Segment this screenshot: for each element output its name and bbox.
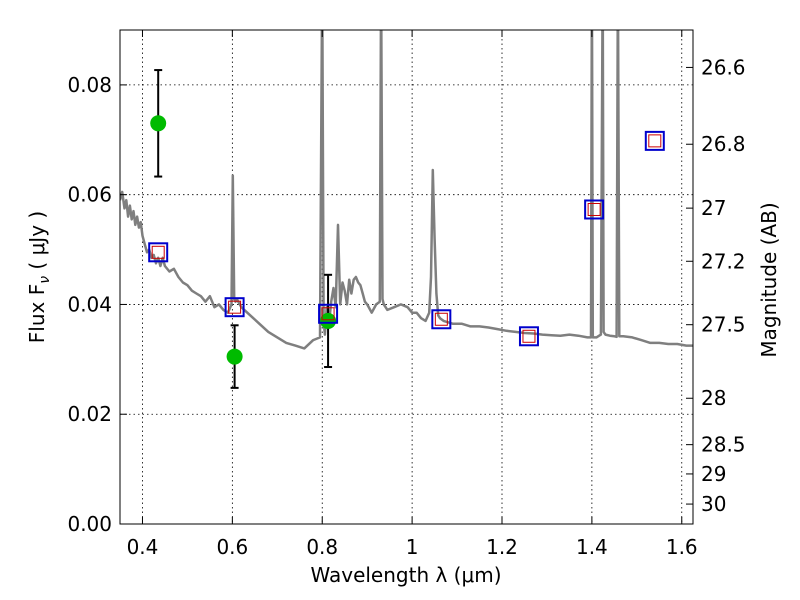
- x-tick-label-5: 1.4: [576, 535, 608, 559]
- plot-area-background: [120, 30, 693, 524]
- x-tick-label-6: 1.6: [666, 535, 698, 559]
- y2-tick-label-2: 27: [701, 196, 726, 220]
- y2-axis-title: Magnitude (AB): [757, 202, 781, 357]
- y-tick-label-2: 0.04: [67, 292, 112, 316]
- x-tick-label-0: 0.4: [127, 535, 159, 559]
- observed-point-1: [226, 348, 243, 365]
- y2-tick-label-6: 28.5: [701, 433, 746, 457]
- sed-line: [120, 30, 693, 350]
- plot-frame: [119, 29, 694, 525]
- x-axis-ticks: 0.4 0.6 0.8 1 1.2 1.4 1.6: [127, 30, 698, 559]
- y2-axis-ticks: 26.6 26.8 27 27.2 27.5 28 28.5 29 30: [686, 55, 746, 516]
- model-point-0: [148, 242, 169, 263]
- y-tick-label-1: 0.02: [67, 402, 112, 426]
- model-point-6: [644, 130, 665, 151]
- observed-points: [150, 115, 337, 365]
- model-point-inner-6: [648, 134, 662, 148]
- model-point-5: [584, 199, 605, 220]
- y2-tick-label-4: 27.5: [701, 313, 746, 337]
- x-tick-label-3: 1: [406, 535, 419, 559]
- observed-point-0: [150, 115, 167, 132]
- model-point-inner-1: [228, 300, 242, 314]
- y-axis-ticks: 0.00 0.02 0.04 0.06 0.08: [67, 73, 127, 536]
- y2-tick-label-5: 28: [701, 386, 726, 410]
- x-axis-title: Wavelength λ (μm): [310, 563, 501, 587]
- y-axis-title-main: Flux F: [25, 284, 49, 343]
- y-tick-label-4: 0.08: [67, 73, 112, 97]
- y-axis-title-unit: ( μJy ): [25, 211, 49, 276]
- y2-tick-label-7: 29: [701, 462, 726, 486]
- y-tick-label-0: 0.00: [67, 512, 112, 536]
- model-point-1: [224, 297, 245, 318]
- y-axis-title: Flux Fν ( μJy ): [25, 211, 53, 343]
- x-tick-label-4: 1.2: [486, 535, 518, 559]
- model-point-inner-3: [434, 312, 448, 326]
- observed-point-2: [320, 312, 337, 329]
- model-point-inner-2: [321, 307, 335, 321]
- model-point-3: [431, 309, 452, 330]
- model-point-4: [518, 326, 539, 347]
- x-tick-label-2: 0.8: [306, 535, 338, 559]
- y2-tick-label-1: 26.8: [701, 132, 746, 156]
- y2-tick-label-8: 30: [701, 492, 726, 516]
- model-point-2: [318, 303, 339, 324]
- model-point-inner-0: [151, 245, 165, 259]
- sed-spectrum: [120, 30, 693, 350]
- x-tick-label-1: 0.6: [216, 535, 248, 559]
- model-points: [148, 130, 665, 347]
- model-point-inner-4: [522, 329, 536, 343]
- y2-tick-label-0: 26.6: [701, 55, 746, 79]
- y2-tick-label-3: 27.2: [701, 249, 746, 273]
- y-axis-title-sub: ν: [37, 276, 53, 284]
- model-point-inner-5: [587, 202, 601, 216]
- y-tick-label-3: 0.06: [67, 183, 112, 207]
